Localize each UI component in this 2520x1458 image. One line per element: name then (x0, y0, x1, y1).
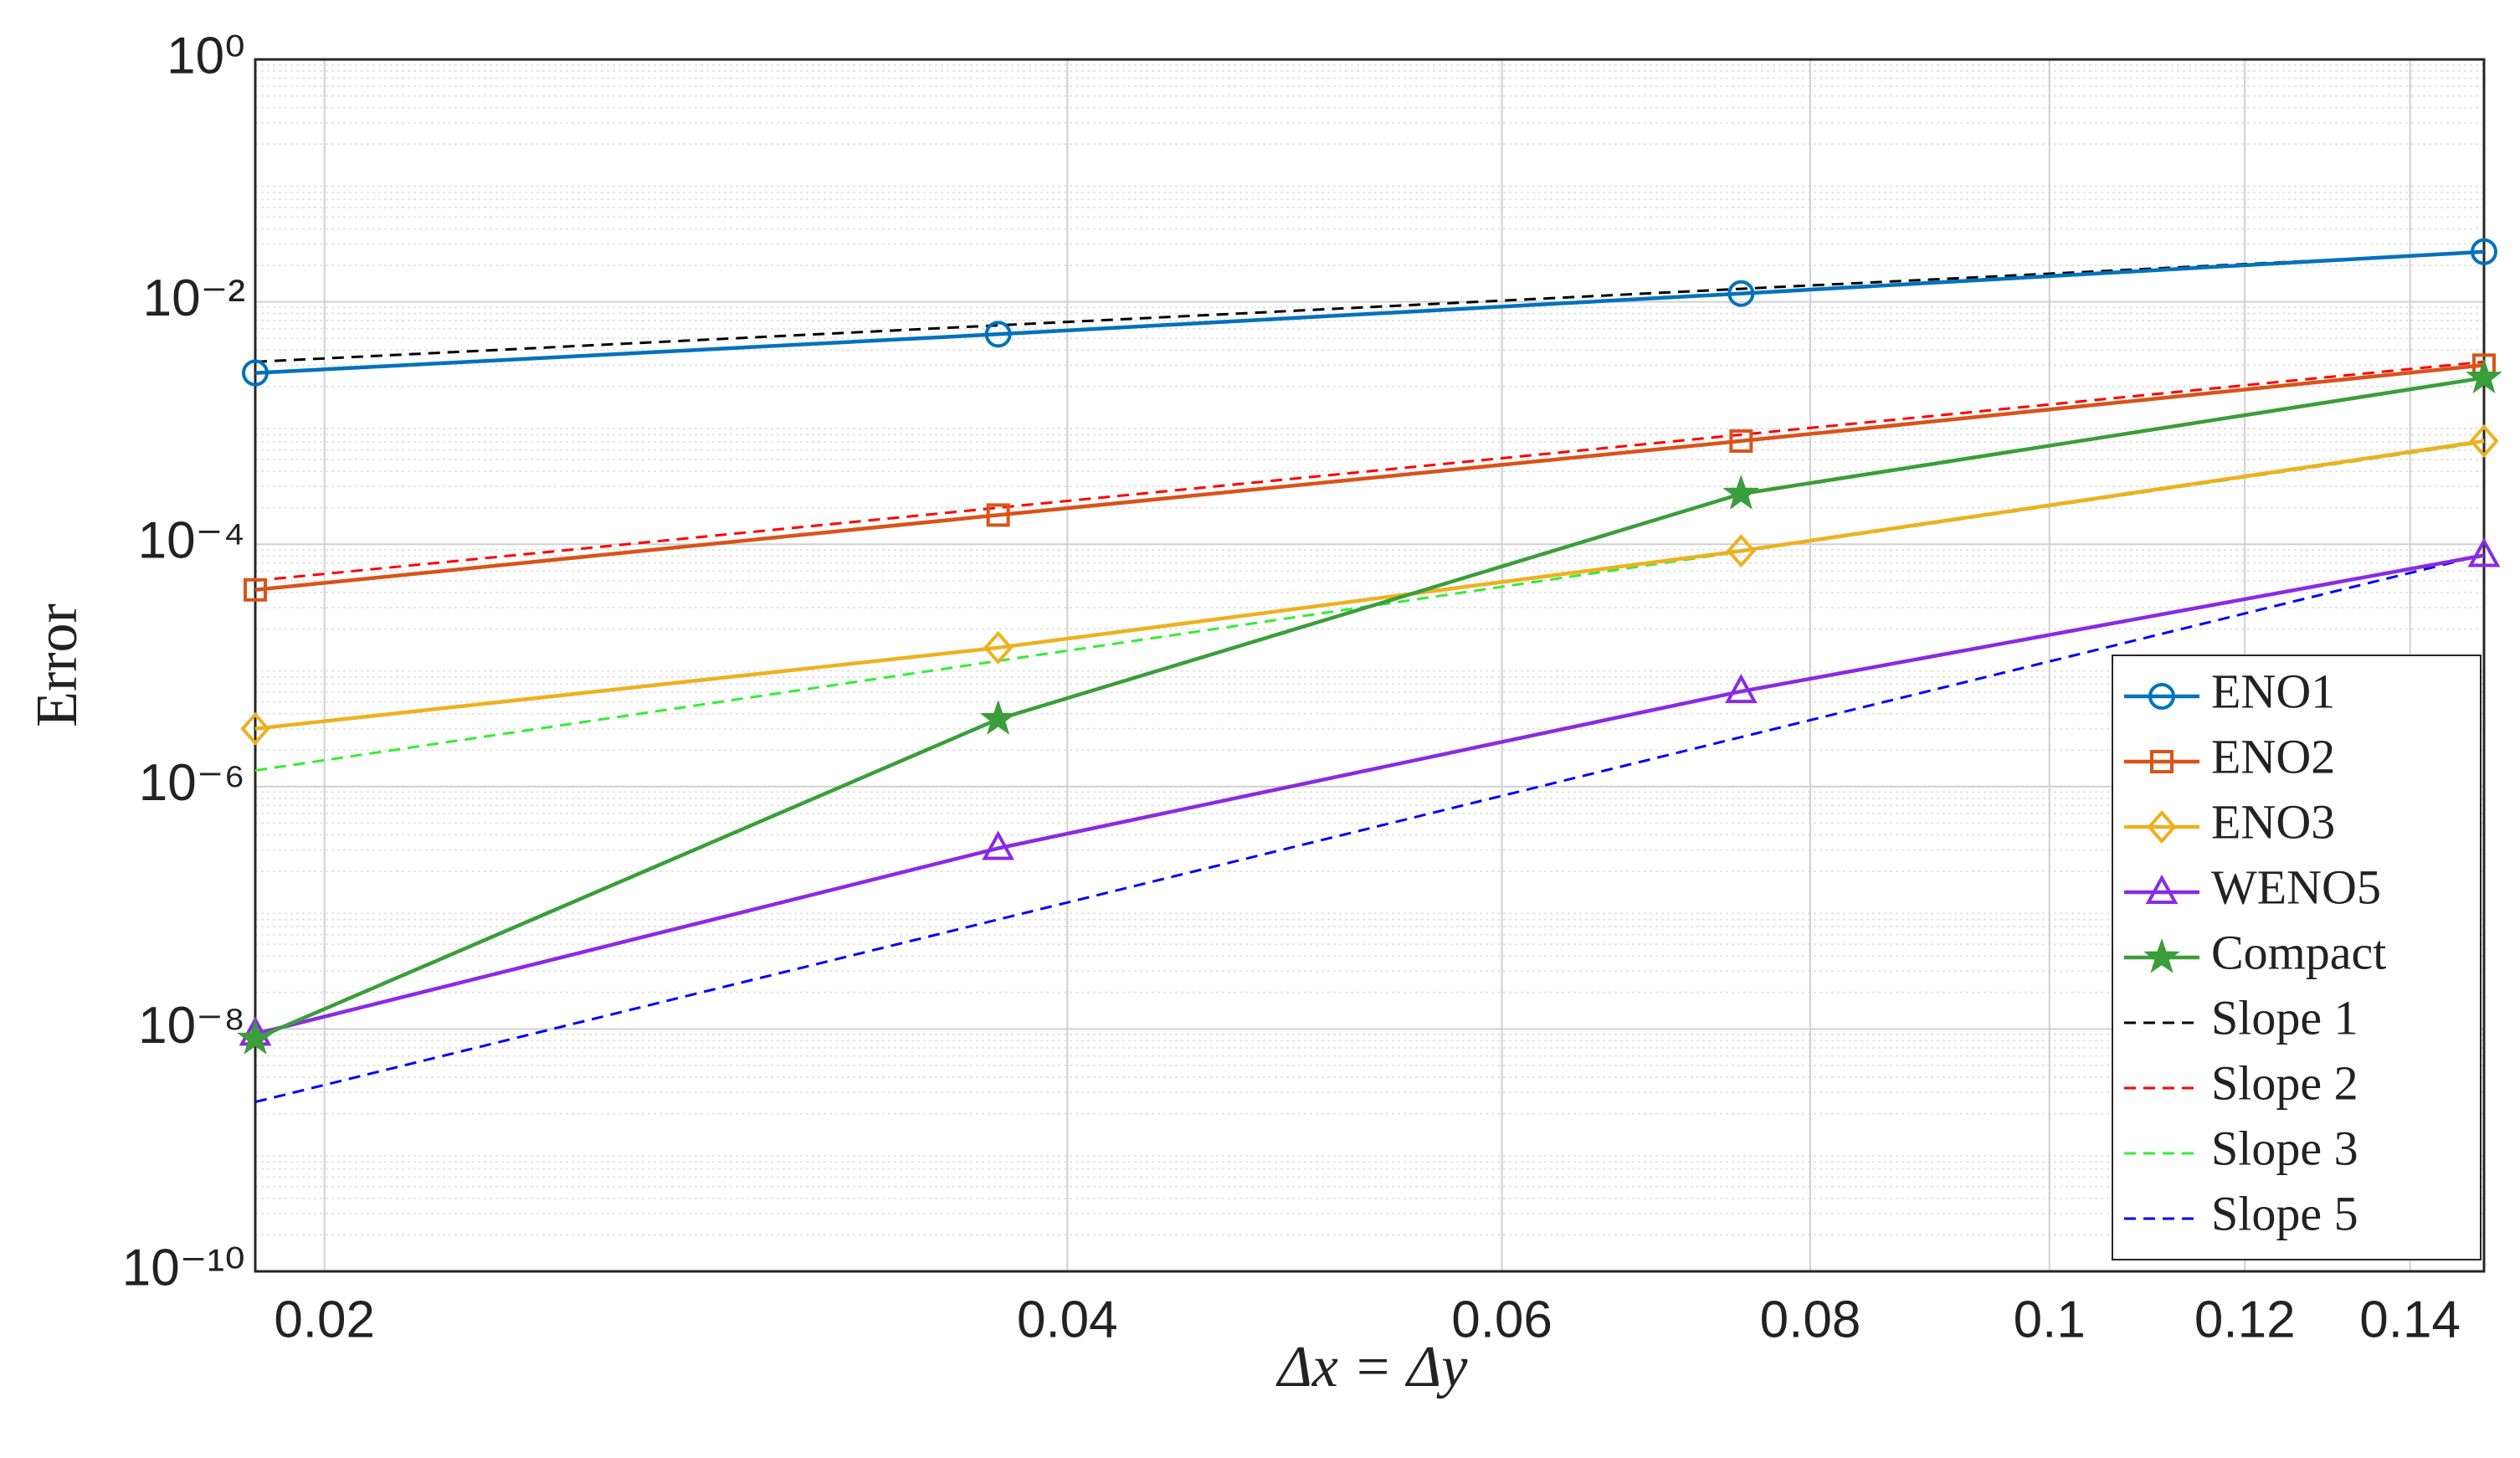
legend-label: ENO1 (2211, 664, 2335, 718)
x-tick-label: 0.14 (2359, 1291, 2461, 1348)
x-tick-label: 0.12 (2194, 1291, 2296, 1348)
marker (1729, 429, 1753, 453)
legend-label: Slope 2 (2211, 1055, 2358, 1110)
marker (242, 359, 269, 387)
legend-label: Slope 1 (2211, 990, 2358, 1045)
marker (983, 630, 1014, 665)
y-tick-label: 10⁻⁶ (139, 754, 245, 812)
reference-line (254, 553, 2485, 1104)
x-tick-label: 0.08 (1760, 1291, 1861, 1348)
x-axis-label: Δx = Δy (1275, 1335, 1468, 1399)
marker (1722, 475, 1760, 510)
marker (984, 321, 1012, 348)
y-tick-label: 10⁻⁴ (138, 512, 245, 570)
plot-frame (254, 58, 2486, 1273)
x-tick-label: 0.06 (1451, 1291, 1553, 1348)
legend-label: Slope 3 (2211, 1121, 2358, 1175)
legend-label: WENO5 (2211, 860, 2381, 914)
marker (2469, 424, 2499, 458)
marker (237, 1019, 274, 1055)
marker (1727, 280, 1755, 307)
y-tick-label: 10⁻⁸ (138, 997, 245, 1055)
legend-label: ENO2 (2211, 729, 2335, 783)
y-tick-label: 10⁻¹⁰ (122, 1239, 245, 1296)
marker (2143, 937, 2180, 973)
y-tick-label: 10⁰ (167, 27, 245, 85)
x-tick-label: 0.02 (274, 1291, 375, 1348)
series-line (254, 439, 2485, 731)
legend-label: Compact (2211, 925, 2386, 979)
marker (2471, 238, 2497, 265)
series-line (254, 249, 2485, 375)
series-line (254, 553, 2485, 1036)
reference-line (254, 251, 2485, 363)
y-axis-label: Error (25, 603, 90, 727)
marker (986, 503, 1010, 527)
y-tick-label: 10⁻² (143, 270, 245, 327)
legend: ENO1 ENO2 ENO3 WENO5 Compact Slope 1 Slope 2 Sl… (2112, 655, 2482, 1260)
series-line (254, 363, 2485, 593)
marker (2150, 750, 2174, 773)
marker (2145, 874, 2179, 904)
marker (240, 711, 270, 746)
legend-label: ENO3 (2211, 794, 2335, 849)
marker (1726, 534, 1756, 568)
marker (979, 700, 1017, 735)
marker (982, 830, 1015, 860)
marker (2147, 809, 2177, 845)
marker (244, 578, 267, 602)
x-tick-label: 0.04 (1017, 1291, 1118, 1348)
marker (2466, 358, 2502, 394)
marker (2467, 537, 2501, 567)
series-line (254, 376, 2485, 1041)
x-tick-label: 0.1 (2014, 1291, 2086, 1348)
marker (1724, 673, 1758, 704)
marker (2148, 683, 2175, 710)
legend-label: Slope 5 (2211, 1186, 2358, 1240)
reference-line (254, 360, 2485, 583)
